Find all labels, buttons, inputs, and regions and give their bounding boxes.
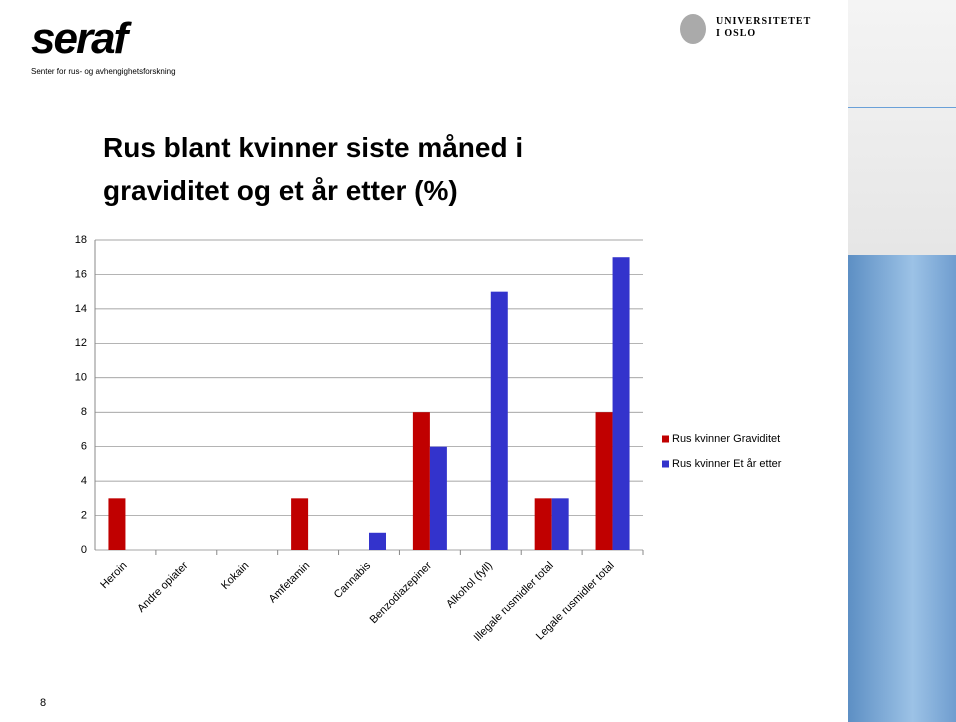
bar	[108, 498, 125, 550]
bar	[430, 447, 447, 550]
x-tick-label: Benzodiazepiner	[368, 559, 435, 626]
x-tick-label: Heroin	[98, 560, 129, 591]
legend-swatch	[662, 436, 669, 443]
legend-label: Rus kvinner Graviditet	[672, 433, 780, 445]
y-tick-label: 8	[81, 406, 87, 418]
slide: seraf Senter for rus- og avhengighetsfor…	[0, 0, 956, 722]
side-image-top	[848, 0, 956, 255]
legend-swatch	[662, 461, 669, 468]
bar	[369, 533, 386, 550]
bar	[491, 292, 508, 550]
bar	[291, 498, 308, 550]
y-tick-label: 4	[81, 475, 87, 487]
y-tick-label: 18	[75, 234, 87, 246]
x-tick-label: Alkohol (fyll)	[444, 560, 495, 611]
x-tick-label: Cannabis	[332, 559, 374, 601]
side-image	[848, 255, 956, 722]
y-tick-label: 14	[75, 303, 87, 315]
x-tick-label: Amfetamin	[267, 560, 313, 606]
y-tick-label: 10	[75, 372, 87, 384]
bar	[535, 498, 552, 550]
bar	[596, 412, 613, 550]
y-tick-label: 16	[75, 268, 87, 280]
bar	[552, 498, 569, 550]
bar	[613, 257, 630, 550]
y-tick-label: 0	[81, 544, 87, 556]
y-tick-label: 2	[81, 509, 87, 521]
legend-label: Rus kvinner Et år etter	[672, 458, 782, 470]
y-tick-label: 6	[81, 441, 87, 453]
side-line	[848, 107, 956, 108]
x-tick-label: Kokain	[219, 560, 251, 592]
y-tick-label: 12	[75, 337, 87, 349]
x-tick-label: Andre opiater	[135, 559, 190, 614]
bar	[413, 412, 430, 550]
